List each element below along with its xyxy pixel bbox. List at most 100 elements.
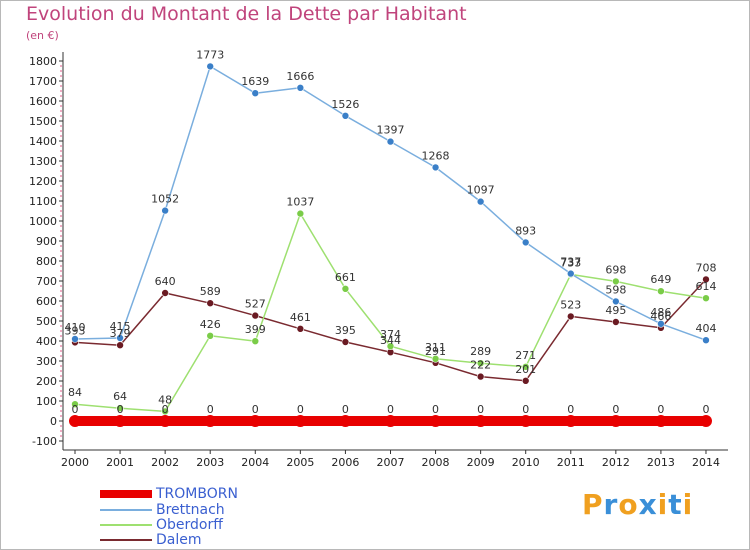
data-point [159, 415, 172, 427]
data-point [294, 415, 307, 427]
data-label: 461 [290, 311, 311, 324]
x-tick-label: 2003 [196, 456, 224, 469]
y-tick-label: 700 [36, 275, 57, 288]
x-tick-label: 2008 [422, 456, 450, 469]
y-tick-label: 300 [36, 355, 57, 368]
x-tick-label: 2000 [61, 456, 89, 469]
data-label: 201 [515, 363, 536, 376]
y-tick-label: 500 [36, 315, 57, 328]
data-label: 589 [200, 285, 221, 298]
y-tick-label: 1100 [29, 195, 57, 208]
data-point [476, 372, 485, 381]
data-label: 0 [432, 403, 439, 416]
data-point [161, 206, 169, 215]
data-point [431, 163, 440, 172]
y-tick-label: 1800 [29, 55, 57, 68]
data-label: 64 [113, 390, 127, 403]
data-point [431, 354, 440, 363]
data-label: 486 [650, 306, 671, 319]
y-tick-label: 200 [36, 375, 57, 388]
data-label: 1639 [241, 75, 269, 88]
data-label: 84 [68, 386, 82, 399]
x-tick-label: 2010 [512, 456, 540, 469]
x-tick-label: 2004 [241, 456, 269, 469]
data-point [429, 415, 442, 427]
data-label: 649 [650, 273, 671, 286]
legend-label: Dalem [156, 532, 202, 548]
data-point [657, 319, 665, 328]
data-point [612, 318, 620, 326]
data-point [251, 89, 260, 97]
data-label: 289 [470, 345, 491, 358]
data-label: 523 [560, 298, 581, 311]
y-tick-label: -100 [32, 435, 57, 448]
data-label: 222 [470, 359, 491, 372]
data-label: 0 [252, 403, 259, 416]
data-point [702, 336, 710, 345]
y-tick-label: 0 [50, 415, 57, 428]
data-label: 0 [297, 403, 304, 416]
data-point [702, 294, 710, 303]
data-label: 0 [207, 403, 214, 416]
y-tick-label: 800 [36, 255, 57, 268]
data-label: 0 [72, 403, 79, 416]
legend-label: TROMBORN [156, 486, 238, 502]
data-point [521, 362, 530, 371]
data-label: 708 [695, 261, 716, 274]
data-point [204, 415, 217, 427]
x-tick-label: 2012 [602, 456, 630, 469]
data-point [251, 337, 260, 346]
data-label: 410 [65, 321, 86, 334]
legend-swatch [100, 524, 152, 526]
x-tick-label: 2002 [151, 456, 179, 469]
legend-swatch [100, 490, 152, 498]
x-tick-label: 2006 [331, 456, 359, 469]
data-point [566, 269, 575, 278]
data-point [566, 312, 575, 321]
data-point [206, 299, 215, 308]
data-label: 614 [695, 280, 716, 293]
data-point [296, 209, 305, 218]
data-label: 0 [657, 403, 664, 416]
data-point [519, 415, 532, 427]
data-point [609, 415, 622, 427]
y-tick-label: 600 [36, 295, 57, 308]
data-label: 1037 [286, 196, 314, 209]
data-label: 311 [425, 341, 446, 354]
data-point [476, 359, 485, 368]
logo-letter: x [638, 488, 658, 521]
legend-label: Brettnach [156, 502, 225, 518]
data-point [116, 334, 124, 342]
data-point [341, 112, 350, 120]
data-label: 1097 [467, 184, 495, 197]
data-label: 1052 [151, 193, 179, 206]
data-point [296, 324, 305, 333]
data-label: 0 [117, 403, 124, 416]
data-label: 48 [158, 393, 172, 406]
data-point [657, 287, 665, 296]
logo-letter: o [618, 488, 639, 521]
y-tick-label: 1300 [29, 155, 57, 168]
data-point [341, 284, 350, 293]
legend-item-dalem: Dalem [100, 532, 202, 548]
data-label: 737 [560, 256, 581, 269]
data-point [116, 404, 124, 413]
x-tick-label: 2011 [557, 456, 585, 469]
data-label: 0 [477, 403, 484, 416]
legend-item-oberdorff: Oberdorff [100, 517, 223, 533]
chart-title: Evolution du Montant de la Dette par Hab… [26, 3, 467, 25]
proxiti-logo: Proxiti [582, 488, 693, 521]
data-point [476, 197, 485, 206]
data-point [249, 415, 262, 427]
data-label: 379 [110, 327, 131, 340]
data-label: 1526 [331, 98, 359, 111]
data-label: 0 [387, 403, 394, 416]
data-label: 344 [380, 334, 401, 347]
data-point [206, 62, 215, 71]
logo-letter: P [582, 488, 604, 521]
data-label: 495 [605, 304, 626, 317]
data-point [384, 415, 397, 427]
x-tick-label: 2007 [376, 456, 404, 469]
x-tick-label: 2014 [692, 456, 720, 469]
